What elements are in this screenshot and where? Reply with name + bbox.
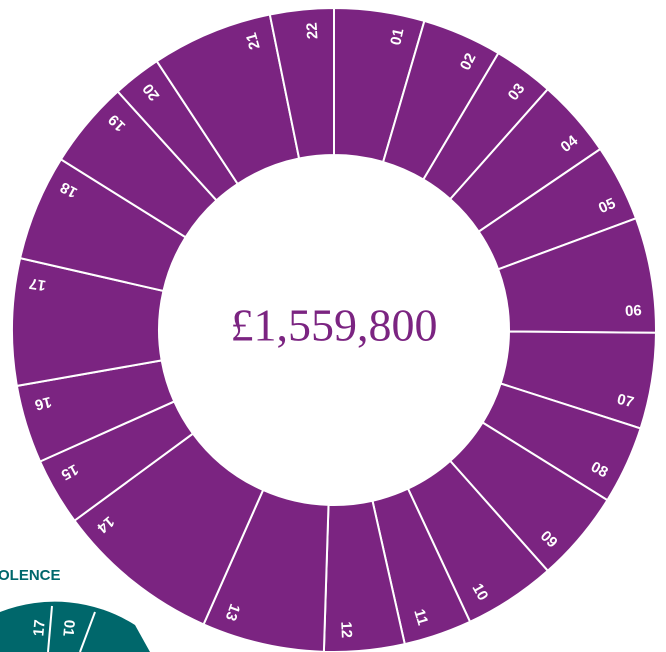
segment-label: 22 (303, 22, 321, 40)
fragment-divider (79, 611, 96, 652)
segment-label: 11 (410, 607, 431, 627)
segment-label: 05 (596, 195, 618, 217)
donut: 0102030405060708091011121314151617181920… (11, 6, 657, 652)
center-label: £1,559,800 (231, 300, 438, 351)
fragment-label: 01 (59, 619, 77, 637)
fragment-label: 17 (30, 619, 48, 637)
fragment-chart: 17 01 OLENCE (0, 567, 150, 652)
segment-label: 03 (505, 80, 529, 104)
segment (268, 6, 335, 160)
segment-label: 13 (222, 602, 244, 623)
segment-label: 07 (615, 391, 635, 411)
segment-label: 17 (28, 274, 47, 293)
segment-label: 10 (468, 581, 491, 604)
fragment-ring (0, 601, 150, 652)
segment-label: 02 (457, 50, 480, 73)
segment-label: 20 (140, 80, 164, 104)
segment-label: 21 (243, 31, 264, 52)
segment-label: 16 (33, 393, 53, 414)
segment-label: 12 (337, 621, 355, 638)
segment-label: 01 (387, 27, 407, 47)
segment-label: 08 (588, 458, 611, 481)
segment-label: 15 (58, 460, 81, 483)
fragment-divider (47, 605, 53, 652)
fragment-title: OLENCE (0, 567, 61, 584)
segment-label: 18 (57, 178, 80, 201)
segment-label: 06 (625, 302, 643, 320)
